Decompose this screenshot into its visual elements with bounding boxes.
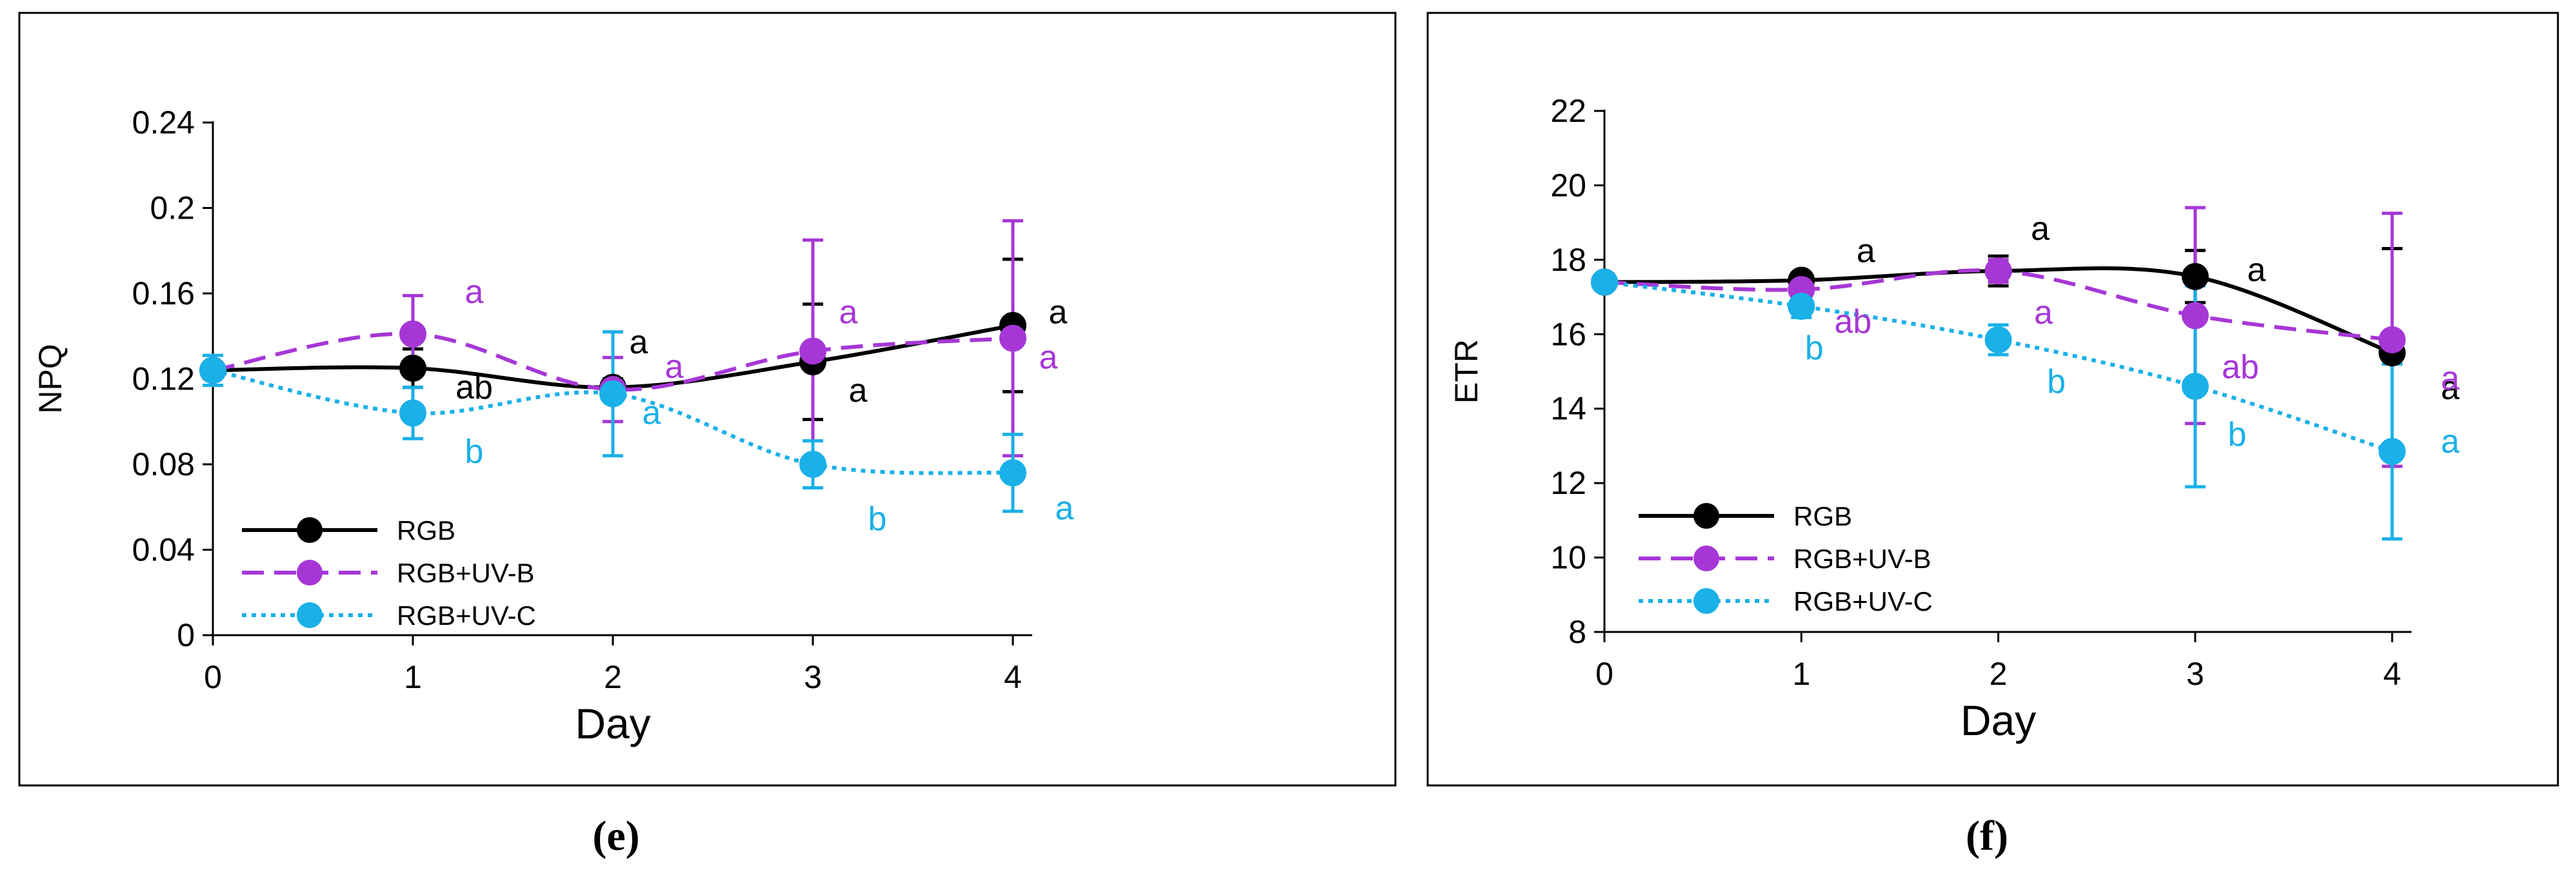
panel-label: (e) [592, 813, 639, 860]
y-tick-label: 0.08 [132, 446, 195, 482]
legend-label: RGB+UV-B [1793, 544, 1932, 574]
y-tick-label: 22 [1550, 93, 1586, 129]
significance-letter: a [630, 324, 648, 361]
y-tick-label: 0 [177, 617, 195, 653]
data-point-2 [1984, 326, 2012, 353]
significance-letter: a [849, 372, 868, 409]
y-tick-label: 0.12 [132, 361, 195, 397]
y-tick-label: 8 [1568, 614, 1586, 650]
legend-marker [1693, 546, 1719, 571]
legend-label: RGB+UV-C [1793, 586, 1933, 616]
data-point-2 [999, 459, 1026, 487]
data-point-1 [799, 337, 826, 365]
significance-letter: ab [455, 369, 493, 406]
data-point-1 [2181, 302, 2209, 330]
y-tick-label: 18 [1550, 242, 1586, 278]
legend-label: RGB [397, 515, 455, 546]
panel-label: (f) [1966, 813, 2008, 860]
legend-marker [297, 517, 323, 543]
chart-panel-0: 00.040.080.120.160.20.240 1 2 3 4DayNPQ(e)ab… [18, 12, 1397, 860]
legend-marker [297, 602, 323, 628]
y-axis-label: NPQ [32, 344, 68, 413]
y-tick-label: 20 [1550, 167, 1586, 203]
x-tick-label: 0 [204, 659, 222, 695]
data-point-2 [2181, 373, 2209, 400]
y-tick-label: 10 [1550, 540, 1586, 576]
x-tick-label: 4 [1004, 659, 1022, 695]
y-axis-label: ETR [1448, 339, 1484, 404]
data-point-2 [799, 451, 826, 478]
y-tick-label: 14 [1550, 391, 1586, 427]
data-point-0 [399, 354, 426, 382]
series-line-1 [212, 331, 1013, 392]
legend-marker [1693, 588, 1719, 614]
x-tick-label: 0 [1595, 656, 1613, 692]
legend-marker [297, 560, 323, 586]
data-point-2 [399, 399, 426, 427]
significance-letter: a [839, 293, 858, 331]
series-line-2 [1604, 280, 2393, 453]
significance-letter: a [465, 273, 484, 311]
significance-letter: a [2441, 360, 2460, 397]
significance-letter: b [2047, 363, 2066, 400]
legend-marker [1693, 503, 1719, 529]
significance-letter: b [465, 433, 484, 471]
significance-letter: a [2247, 251, 2266, 289]
legend-label: RGB+UV-C [397, 600, 536, 631]
data-point-0 [2181, 262, 2209, 290]
data-point-2 [2379, 438, 2406, 466]
data-point-2 [1591, 268, 1618, 296]
significance-letter: a [1857, 233, 1875, 270]
data-point-2 [199, 357, 226, 384]
legend-label: RGB+UV-B [397, 558, 535, 588]
y-tick-label: 0.2 [150, 190, 195, 226]
significance-letter: a [665, 348, 684, 386]
x-tick-label: 2 [1990, 656, 2008, 692]
x-tick-label: 2 [604, 659, 622, 695]
x-axis-label: Day [575, 700, 650, 747]
x-axis-label: Day [1961, 696, 2036, 744]
y-tick-label: 16 [1550, 316, 1586, 352]
significance-letter: b [868, 500, 887, 538]
data-point-2 [599, 380, 626, 408]
significance-letter: a [2441, 370, 2460, 407]
significance-letter: a [2441, 423, 2460, 460]
x-tick-label: 4 [2383, 656, 2401, 692]
significance-letter: a [1055, 489, 1074, 527]
y-tick-label: 0.16 [132, 275, 195, 311]
significance-letter: ab [2222, 348, 2259, 386]
significance-letter: a [2034, 294, 2053, 331]
significance-letter: ab [1834, 303, 1872, 340]
significance-letter: a [643, 395, 661, 432]
significance-letter: a [1039, 339, 1058, 377]
x-tick-label: 1 [1792, 656, 1810, 692]
x-tick-label: 3 [2186, 656, 2204, 692]
legend-label: RGB [1793, 501, 1852, 531]
data-point-2 [1788, 293, 1815, 320]
significance-letter: b [2228, 416, 2246, 453]
significance-letter: a [2031, 210, 2050, 248]
x-tick-label: 3 [804, 659, 822, 695]
panel-frame [1426, 12, 2559, 787]
y-tick-label: 0.24 [132, 104, 195, 141]
significance-letter: a [1049, 294, 1068, 331]
data-point-1 [999, 324, 1026, 352]
y-tick-label: 0.04 [132, 532, 195, 568]
x-tick-label: 1 [404, 659, 422, 695]
y-tick-label: 12 [1550, 465, 1586, 501]
data-point-1 [2379, 326, 2406, 353]
data-point-1 [399, 320, 426, 348]
significance-letter: b [1805, 330, 1824, 367]
data-point-1 [1984, 257, 2012, 285]
panel-frame [18, 12, 1397, 787]
